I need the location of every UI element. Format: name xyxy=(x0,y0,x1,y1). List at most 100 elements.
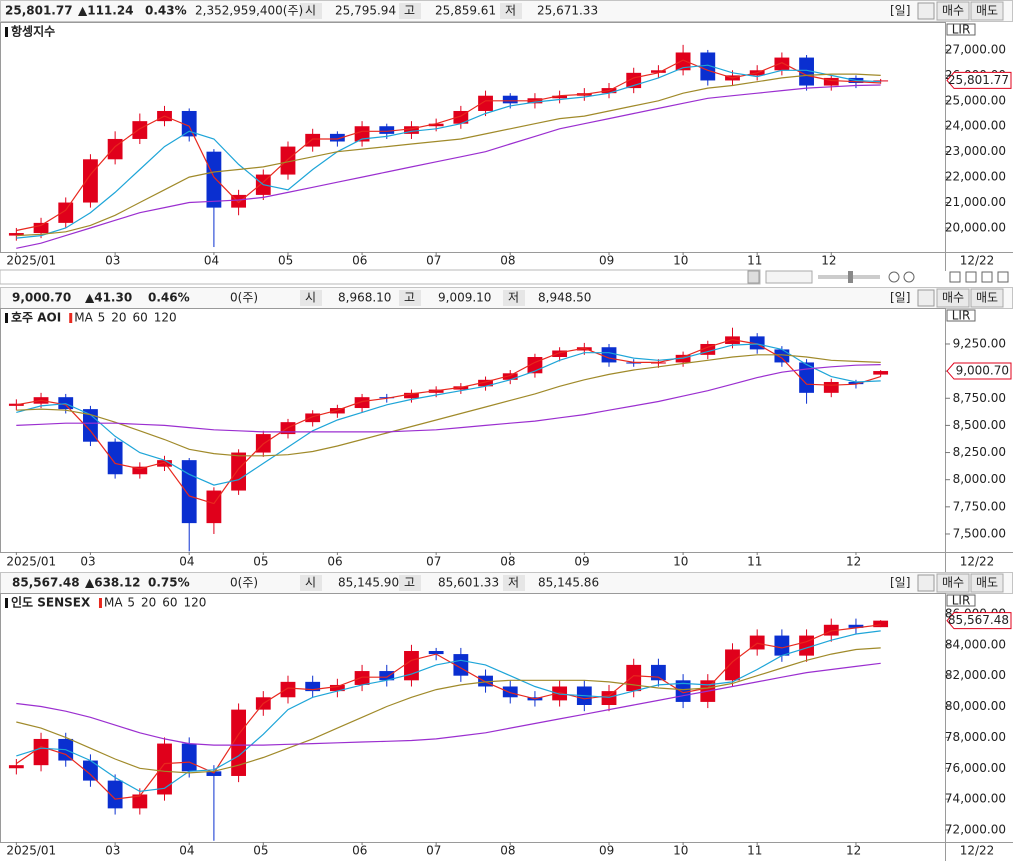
y-tick-label: 9,250.00 xyxy=(953,336,1006,350)
header-pct: 0.43% xyxy=(145,4,187,18)
x-tick-label: 09 xyxy=(574,555,589,569)
settings-button[interactable] xyxy=(917,289,935,307)
sell-button[interactable]: 매도 xyxy=(976,291,998,305)
buy-button-bg[interactable] xyxy=(936,288,970,308)
zoom-out[interactable] xyxy=(888,271,900,283)
y-tick-label: 8,250.00 xyxy=(953,445,1006,459)
corner-box xyxy=(946,23,976,36)
candle-body xyxy=(404,126,419,134)
buy-button-bg[interactable] xyxy=(936,1,970,21)
sell-button[interactable]: 매도 xyxy=(976,576,998,590)
sell-button-bg[interactable] xyxy=(970,288,1004,308)
period-button[interactable]: [일] xyxy=(890,576,910,590)
price-tag-label: 25,801.77 xyxy=(948,73,1009,87)
x-tick-label: 07 xyxy=(426,844,441,858)
x-tick-label: 08 xyxy=(500,254,515,268)
tool-icon[interactable] xyxy=(965,271,977,283)
candle-body xyxy=(650,664,666,681)
legend-entry: 120 xyxy=(184,596,207,610)
zoom-handle[interactable] xyxy=(848,271,853,283)
scrollbar[interactable] xyxy=(0,269,1009,285)
legend-mark xyxy=(98,598,102,608)
chart-title: 항셍지수 xyxy=(11,24,55,39)
settings-button[interactable] xyxy=(917,2,935,20)
x-tick-label: 11 xyxy=(747,555,762,569)
x-tick-label: 09 xyxy=(599,844,614,858)
x-tick-label: 06 xyxy=(352,254,367,268)
x-tick-label: 04 xyxy=(204,254,219,268)
candle-body xyxy=(675,52,691,71)
y-tick-label: 84,000.00 xyxy=(945,637,1006,651)
header-volume: 0(주) xyxy=(230,291,258,305)
legend-entry: 20 xyxy=(111,311,126,325)
candle-body xyxy=(502,95,518,104)
scroll-track[interactable] xyxy=(0,269,761,285)
x-tick-label: 03 xyxy=(105,254,120,268)
x-tick-label: 09 xyxy=(599,254,614,268)
x-tick-label: 04 xyxy=(179,555,194,569)
candle-body xyxy=(305,413,321,423)
price-tag-label: 85,567.48 xyxy=(948,613,1009,627)
y-tick-label: 24,000.00 xyxy=(945,119,1006,133)
sell-button[interactable]: 매도 xyxy=(976,4,998,18)
y-tick-label: 76,000.00 xyxy=(945,761,1006,775)
sell-button-bg[interactable] xyxy=(970,1,1004,21)
buy-button-bg[interactable] xyxy=(936,573,970,593)
scroll-thumb[interactable] xyxy=(747,270,760,284)
candle-body xyxy=(132,794,148,809)
header-open-label: 시 xyxy=(305,576,316,590)
buy-button[interactable]: 매수 xyxy=(942,4,964,18)
candle-body xyxy=(8,233,24,236)
settings-button[interactable] xyxy=(917,574,935,592)
price-tag xyxy=(946,71,1012,89)
tool-icon[interactable] xyxy=(981,271,993,283)
candle-body xyxy=(478,95,493,111)
x-tick-label: 12 xyxy=(846,844,861,858)
header-low: 85,145.86 xyxy=(538,576,599,590)
y-tick-label: 20,000.00 xyxy=(945,220,1006,234)
label-box xyxy=(300,3,322,19)
label-box xyxy=(500,3,522,19)
candle-body xyxy=(478,379,493,387)
ma-line xyxy=(16,73,881,237)
candle-body xyxy=(428,651,444,655)
buy-button[interactable]: 매수 xyxy=(942,291,964,305)
buy-button[interactable]: 매수 xyxy=(942,576,964,590)
candle-body xyxy=(33,738,49,766)
y-tick-label: 8,750.00 xyxy=(953,391,1006,405)
label-box xyxy=(399,290,421,306)
ma-line xyxy=(15,624,881,800)
period-button[interactable]: [일] xyxy=(890,291,910,305)
candle-body xyxy=(33,222,49,234)
candle-body xyxy=(107,138,123,160)
price-tag xyxy=(946,612,1012,630)
tool-icon[interactable] xyxy=(949,271,961,283)
ma-line xyxy=(16,662,881,746)
x-tick-label: 12 xyxy=(846,555,861,569)
y-tick-label: 22,000.00 xyxy=(945,170,1006,184)
header-open: 85,145.90 xyxy=(338,576,399,590)
ma-line xyxy=(16,343,881,486)
sell-button-bg[interactable] xyxy=(970,573,1004,593)
price-tag-label: 9,000.70 xyxy=(956,364,1009,378)
candle-body xyxy=(379,126,395,134)
x-tick-label: 10 xyxy=(673,844,688,858)
candle-body xyxy=(329,684,345,692)
candle-body xyxy=(107,441,123,475)
scroll-buttons[interactable] xyxy=(765,270,813,284)
candle-body xyxy=(502,686,518,698)
legend-entry: 20 xyxy=(141,596,156,610)
candle-body xyxy=(848,624,864,628)
tool-icon[interactable] xyxy=(997,271,1009,283)
candle-body xyxy=(157,743,172,795)
header-low-label: 저 xyxy=(508,576,519,590)
candle-body xyxy=(379,671,395,681)
candle-body xyxy=(774,349,790,363)
label-box xyxy=(300,575,322,591)
header-open: 25,795.94 xyxy=(335,4,396,18)
zoom-in[interactable] xyxy=(903,271,915,283)
legend-entry: 120 xyxy=(154,311,177,325)
corner-label: LIR xyxy=(952,309,971,323)
period-button[interactable]: [일] xyxy=(890,4,910,18)
y-tick-label: 8,500.00 xyxy=(953,418,1006,432)
